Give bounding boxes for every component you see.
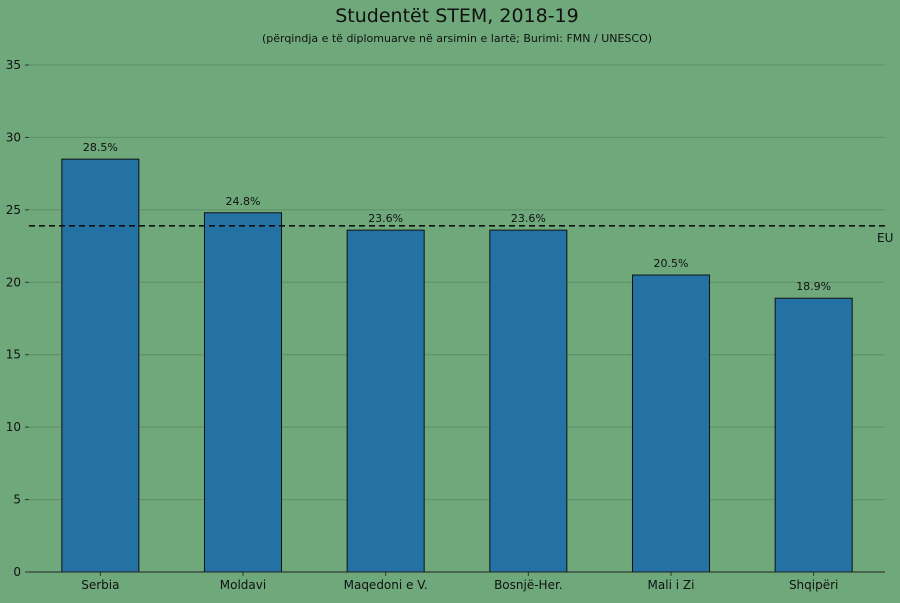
chart-title: Studentët STEM, 2018-19 (335, 5, 579, 27)
y-axis-ticks: 0 5 10 15 20 25 30 35 (6, 58, 29, 579)
value-label: 24.8% (226, 195, 261, 208)
bar (489, 229, 568, 573)
y-tick-label: 0 (13, 565, 21, 579)
category-label: Moldavi (220, 578, 266, 592)
value-labels: 28.5% 24.8% 23.6% 23.6% 20.5% 18.9% (83, 141, 831, 293)
y-tick-label: 35 (6, 58, 21, 72)
value-label: 23.6% (511, 212, 546, 225)
y-tick-label: 30 (6, 130, 21, 144)
bar (774, 297, 853, 573)
category-label: Shqipëri (789, 578, 838, 592)
bar (203, 212, 283, 573)
bars (61, 158, 853, 573)
y-tick-label: 25 (6, 203, 21, 217)
y-tick-label: 10 (6, 420, 21, 434)
category-label: Mali i Zi (648, 578, 695, 592)
bar (346, 229, 425, 573)
y-tick-label: 5 (13, 493, 21, 507)
value-label: 28.5% (83, 141, 118, 154)
reference-line-label: EU (877, 231, 893, 245)
bar (61, 158, 140, 573)
category-label: Bosnjë-Her. (494, 578, 563, 592)
bar (631, 274, 711, 573)
value-label: 18.9% (796, 280, 831, 293)
category-label: Serbia (81, 578, 119, 592)
reference-line-group: EU (29, 224, 893, 245)
y-tick-label: 20 (6, 275, 21, 289)
value-label: 23.6% (368, 212, 403, 225)
category-label: Maqedoni e V. (344, 578, 428, 592)
category-labels: Serbia Moldavi Maqedoni e V. Bosnjë-Her. Mal… (81, 572, 838, 592)
grid-lines (29, 64, 885, 501)
y-tick-label: 15 (6, 348, 21, 362)
chart-subtitle: (përqindja e të diplomuarve në arsimin e… (262, 32, 652, 45)
value-label: 20.5% (654, 257, 689, 270)
